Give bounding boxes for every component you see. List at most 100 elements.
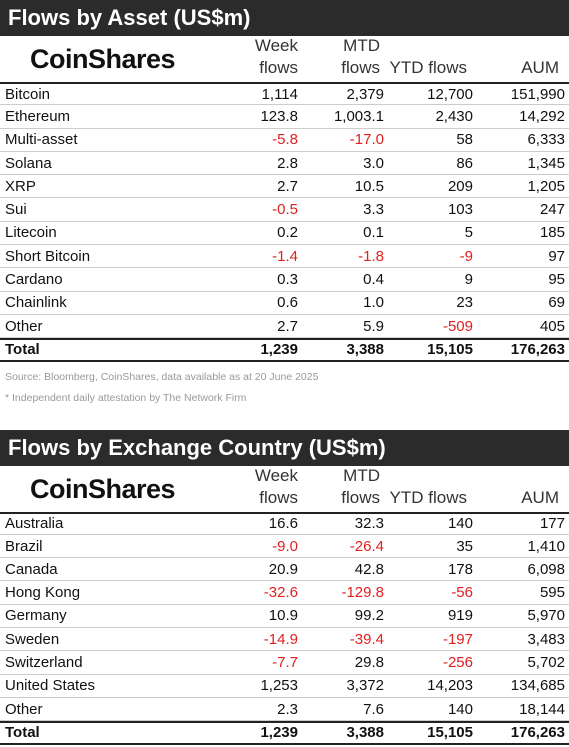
ytd-flows-cell: 12,700 <box>427 85 473 103</box>
aum-cell: 5,970 <box>527 607 565 625</box>
row-name: Germany <box>5 607 67 625</box>
aum-cell: 1,345 <box>527 154 565 172</box>
table-row: Multi-asset -5.8 -17.0 58 6,333 <box>0 129 569 152</box>
ytd-flows-cell: 2,430 <box>435 107 473 125</box>
aum-cell: 134,685 <box>510 677 565 695</box>
aum-cell: 247 <box>539 201 565 219</box>
table-row: Chainlink 0.6 1.0 23 69 <box>0 292 569 315</box>
week-flows-cell: 2.7 <box>277 317 298 335</box>
aum-cell: 405 <box>539 317 565 335</box>
aum-cell: 1,410 <box>527 537 565 555</box>
mtd-flows-cell: 1.0 <box>363 294 384 312</box>
week-flows-cell: 2.3 <box>277 700 298 718</box>
aum-cell: 176,263 <box>510 724 565 742</box>
aum-cell: 18,144 <box>519 700 565 718</box>
attestation-note: * Independent daily attestation by The N… <box>5 391 247 404</box>
country-total-row: Total 1,239 3,388 15,105 176,263 <box>0 721 569 745</box>
row-name: Other <box>5 317 43 335</box>
country-table-body: Australia 16.6 32.3 140 177 Brazil -9.0 -26.4 35… <box>0 511 569 745</box>
week-flows-cell: 1,253 <box>260 677 298 695</box>
mtd-flows-cell: 3,388 <box>346 341 384 359</box>
ytd-flows-cell: 15,105 <box>427 341 473 359</box>
ytd-flows-cell: 14,203 <box>427 677 473 695</box>
table-row: Ethereum 123.8 1,003.1 2,430 14,292 <box>0 105 569 129</box>
mtd-flows-cell: 2,379 <box>346 85 384 103</box>
ytd-flows-cell: 15,105 <box>427 724 473 742</box>
aum-cell: 14,292 <box>519 107 565 125</box>
week-flows-cell: 1,239 <box>260 724 298 742</box>
mtd-flows-cell: 42.8 <box>354 560 384 578</box>
week-flows-cell: -7.7 <box>272 653 298 671</box>
aum-cell: 595 <box>539 584 565 602</box>
mtd-flows-cell: 10.5 <box>354 177 384 195</box>
mtd-flows-cell: 3.3 <box>363 201 384 219</box>
mtd-flows-cell: 3,372 <box>346 677 384 695</box>
table-row: Australia 16.6 32.3 140 177 <box>0 511 569 535</box>
asset-table-header: CoinShares Week flows MTD flows YTD flows … <box>0 36 569 82</box>
row-name: Total <box>5 724 40 742</box>
table-row: Other 2.7 5.9 -509 405 <box>0 315 569 339</box>
table-row: Sui -0.5 3.3 103 247 <box>0 198 569 222</box>
table-row: Hong Kong -32.6 -129.8 -56 595 <box>0 581 569 605</box>
mtd-flows-cell: -17.0 <box>349 131 384 149</box>
week-flows-cell: -1.4 <box>272 247 298 265</box>
row-name: Solana <box>5 154 52 172</box>
week-flows-cell: 123.8 <box>260 107 298 125</box>
week-flows-cell: 0.3 <box>277 271 298 289</box>
row-name: Switzerland <box>5 653 83 671</box>
week-flows-header: Week flows <box>254 465 298 507</box>
table-row: Germany 10.9 99.2 919 5,970 <box>0 605 569 629</box>
week-flows-cell: 1,114 <box>261 85 298 103</box>
week-flows-cell: 16.6 <box>268 515 298 533</box>
ytd-flows-cell: -56 <box>451 584 473 602</box>
table-row: Canada 20.9 42.8 178 6,098 <box>0 558 569 582</box>
coinshares-logo: CoinShares <box>30 473 176 504</box>
ytd-flows-header: YTD flows <box>389 58 467 77</box>
row-name: Hong Kong <box>5 584 81 602</box>
country-table-header: CoinShares Week flows MTD flows YTD flows … <box>0 466 569 512</box>
table-row: Cardano 0.3 0.4 9 95 <box>0 268 569 292</box>
mtd-flows-cell: 29.8 <box>354 653 384 671</box>
aum-cell: 95 <box>548 271 565 289</box>
mtd-flows-cell: -129.8 <box>341 584 384 602</box>
row-name: Total <box>5 341 40 359</box>
aum-cell: 176,263 <box>510 341 565 359</box>
row-name: Litecoin <box>5 224 57 242</box>
mtd-flows-header: MTD flows <box>341 36 380 77</box>
table-row: Litecoin 0.2 0.1 5 185 <box>0 222 569 246</box>
week-flows-cell: 0.6 <box>277 294 298 312</box>
week-flows-cell: 0.2 <box>277 224 298 242</box>
row-name: Australia <box>5 515 64 533</box>
week-flows-cell: 2.8 <box>277 154 298 172</box>
row-name: Other <box>5 700 43 718</box>
week-flows-cell: 20.9 <box>268 560 298 578</box>
asset-section-title: Flows by Asset (US$m) <box>0 0 569 36</box>
table-row: Short Bitcoin -1.4 -1.8 -9 97 <box>0 245 569 269</box>
mtd-flows-cell: 0.4 <box>363 271 384 289</box>
ytd-flows-cell: 103 <box>447 201 473 219</box>
aum-cell: 6,333 <box>527 131 565 149</box>
aum-cell: 97 <box>548 247 565 265</box>
aum-cell: 6,098 <box>527 560 565 578</box>
row-name: Chainlink <box>5 294 67 312</box>
ytd-flows-cell: -509 <box>442 317 473 335</box>
aum-cell: 151,990 <box>510 85 565 103</box>
country-section-title: Flows by Exchange Country (US$m) <box>0 429 569 466</box>
week-flows-cell: 1,239 <box>260 341 298 359</box>
mtd-flows-cell: -1.8 <box>358 247 384 265</box>
week-flows-cell: -0.5 <box>272 201 298 219</box>
aum-cell: 69 <box>548 294 565 312</box>
asset-table-body: Bitcoin 1,114 2,379 12,700 151,990 Ethereum 12… <box>0 82 569 362</box>
ytd-flows-cell: 86 <box>456 154 473 172</box>
row-name: United States <box>5 677 96 695</box>
mtd-flows-cell: -39.4 <box>349 630 384 648</box>
ytd-flows-cell: -9 <box>459 247 473 265</box>
mtd-flows-header: MTD flows <box>341 465 380 507</box>
row-name: Short Bitcoin <box>5 247 91 265</box>
row-name: Sui <box>5 201 27 219</box>
row-name: Canada <box>5 560 58 578</box>
week-flows-cell: -32.6 <box>263 584 298 602</box>
ytd-flows-cell: 9 <box>464 271 473 289</box>
table-row: Sweden -14.9 -39.4 -197 3,483 <box>0 628 569 652</box>
mtd-flows-cell: -26.4 <box>349 537 384 555</box>
